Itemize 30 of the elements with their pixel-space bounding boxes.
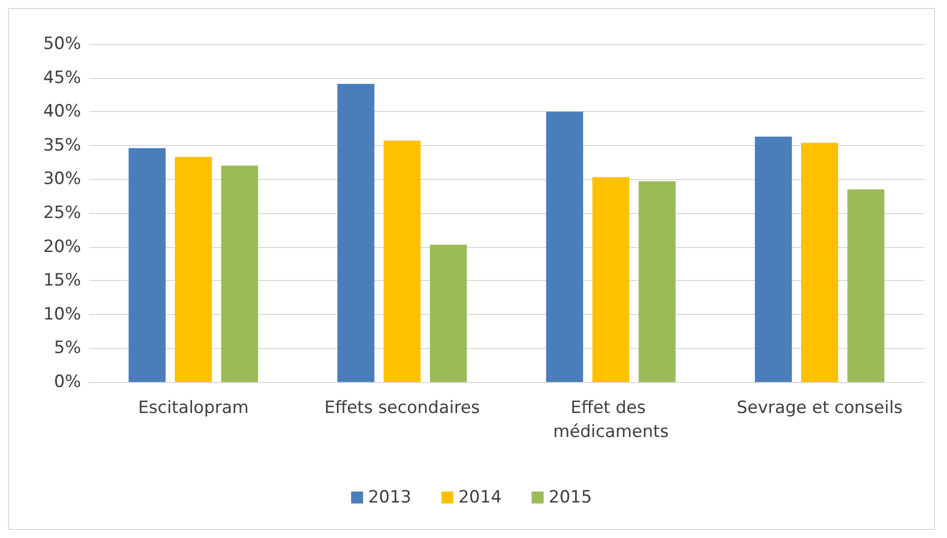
y-tick-label: 25% (43, 203, 81, 223)
y-tick-label: 0% (54, 372, 81, 392)
x-tick-label: Effet des médicaments (553, 398, 669, 442)
bar (384, 140, 421, 382)
bar (754, 136, 792, 382)
y-tick-label: 5% (54, 338, 81, 358)
bar (221, 166, 258, 382)
y-tick-label: 40% (43, 102, 81, 122)
y-tick-label: 50% (43, 34, 81, 54)
bar (546, 112, 584, 382)
bar (592, 177, 630, 382)
bar (174, 156, 212, 382)
y-tick-label: 20% (43, 236, 81, 257)
y-tick-label: 45% (43, 68, 81, 88)
y-tick-label: 10% (43, 304, 81, 324)
y-tick-label: 30% (43, 169, 81, 190)
bar (430, 244, 467, 382)
y-tick-label: 35% (43, 135, 81, 156)
bar (847, 189, 884, 382)
bar (638, 181, 676, 382)
x-tick-label: Sevrage et conseils (736, 398, 903, 418)
y-tick-label: 15% (43, 270, 81, 291)
x-tick-label: Escitalopram (138, 398, 249, 418)
x-tick-label: Effets secondaires (324, 398, 480, 418)
bar (337, 84, 374, 382)
legend-label: 2014 (458, 488, 502, 508)
legend-label: 2015 (548, 488, 592, 508)
bar (128, 148, 166, 382)
legend-label: 2013 (368, 488, 412, 508)
bar (801, 142, 838, 382)
